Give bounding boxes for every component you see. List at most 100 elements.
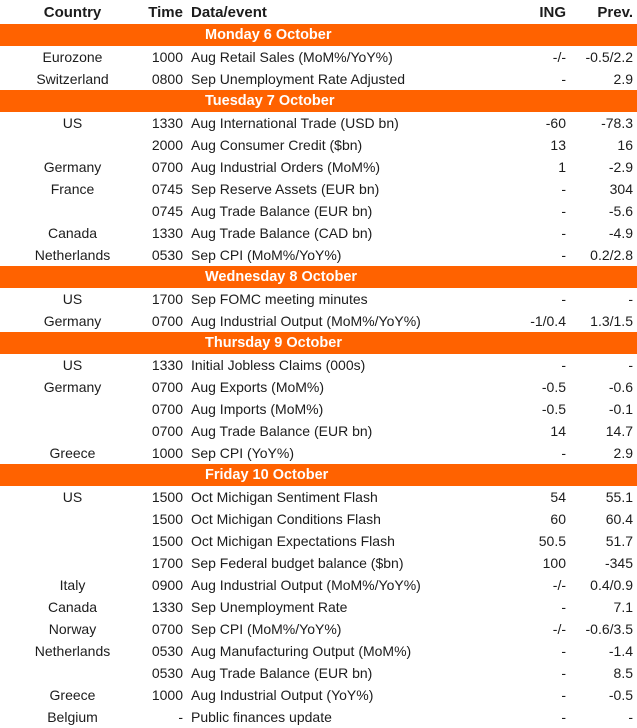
ing-forecast-cell: -0.5	[541, 379, 566, 395]
country-cell: US	[62, 291, 83, 307]
previous-value-cell: 55.1	[605, 489, 633, 505]
ing-forecast-cell: -/-	[552, 621, 566, 637]
time-cell: 0700	[151, 159, 183, 175]
time-cell: 1500	[151, 533, 183, 549]
previous-value-cell: -4.9	[608, 225, 633, 241]
ing-forecast-cell: -	[561, 181, 566, 197]
table-row: Canada 1330 Sep Unemployment Rate - 7.1	[0, 596, 637, 618]
table-row: Switzerland 0800 Sep Unemployment Rate A…	[0, 68, 637, 90]
table-row: Norway 0700 Sep CPI (MoM%/YoY%) -/- -0.6…	[0, 618, 637, 640]
ing-forecast-cell: -	[561, 687, 566, 703]
time-cell: 1000	[151, 49, 183, 65]
time-cell: 1330	[151, 115, 183, 131]
event-cell: Aug Trade Balance (CAD bn)	[191, 225, 373, 241]
time-cell: 0700	[151, 313, 183, 329]
ing-forecast-cell: 54	[550, 489, 566, 505]
table-row: Eurozone 1000 Aug Retail Sales (MoM%/YoY…	[0, 46, 637, 68]
previous-value-cell: -0.5/2.2	[585, 49, 633, 65]
country-cell: Germany	[43, 159, 102, 175]
previous-value-cell: -5.6	[608, 203, 633, 219]
column-header-time: Time	[148, 3, 183, 21]
table-row: 1500 Oct Michigan Conditions Flash 60 60…	[0, 508, 637, 530]
table-row: US 1700 Sep FOMC meeting minutes - -	[0, 288, 637, 310]
event-cell: Aug Trade Balance (EUR bn)	[191, 423, 373, 439]
table-row: US 1330 Aug International Trade (USD bn)…	[0, 112, 637, 134]
time-cell: 0900	[151, 577, 183, 593]
ing-forecast-cell: -	[561, 225, 566, 241]
event-cell: Aug Trade Balance (EUR bn)	[191, 665, 373, 681]
event-cell: Public finances update	[191, 709, 332, 725]
previous-value-cell: -78.3	[601, 115, 633, 131]
previous-value-cell: -0.1	[608, 401, 633, 417]
event-cell: Sep CPI (MoM%/YoY%)	[191, 247, 342, 263]
table-row: France 0745 Sep Reserve Assets (EUR bn) …	[0, 178, 637, 200]
event-cell: Oct Michigan Conditions Flash	[191, 511, 381, 527]
time-cell: 2000	[151, 137, 183, 153]
table-header-row: Country Time Data/event ING Prev.	[0, 0, 637, 24]
ing-forecast-cell: 1	[558, 159, 566, 175]
previous-value-cell: -1.4	[608, 643, 633, 659]
event-cell: Aug Industrial Output (MoM%/YoY%)	[191, 313, 421, 329]
time-cell: 0700	[151, 379, 183, 395]
event-cell: Sep CPI (MoM%/YoY%)	[191, 621, 342, 637]
ing-forecast-cell: -	[561, 291, 566, 307]
ing-forecast-cell: -	[561, 445, 566, 461]
event-cell: Aug Consumer Credit ($bn)	[191, 137, 363, 153]
event-cell: Aug International Trade (USD bn)	[191, 115, 399, 131]
ing-forecast-cell: 60	[550, 511, 566, 527]
time-cell: -	[178, 709, 183, 725]
previous-value-cell: 8.5	[613, 665, 633, 681]
country-cell: France	[50, 181, 95, 197]
day-section-title: Thursday 9 October	[205, 335, 342, 351]
country-cell: Canada	[47, 599, 98, 615]
event-cell: Sep Reserve Assets (EUR bn)	[191, 181, 380, 197]
table-row: 0700 Aug Imports (MoM%) -0.5 -0.1	[0, 398, 637, 420]
previous-value-cell: -345	[604, 555, 633, 571]
time-cell: 0800	[151, 71, 183, 87]
previous-value-cell: -0.6	[608, 379, 633, 395]
country-cell: Italy	[59, 577, 86, 593]
time-cell: 1700	[151, 555, 183, 571]
time-cell: 1330	[151, 225, 183, 241]
ing-forecast-cell: -	[561, 599, 566, 615]
country-cell: Greece	[49, 445, 96, 461]
day-section-title: Tuesday 7 October	[205, 93, 335, 109]
day-section-header: Thursday 9 October	[0, 332, 637, 354]
time-cell: 0700	[151, 401, 183, 417]
table-row: US 1500 Oct Michigan Sentiment Flash 54 …	[0, 486, 637, 508]
country-cell: Germany	[43, 313, 102, 329]
ing-forecast-cell: -	[561, 643, 566, 659]
table-row: 0700 Aug Trade Balance (EUR bn) 14 14.7	[0, 420, 637, 442]
table-row: 1700 Sep Federal budget balance ($bn) 10…	[0, 552, 637, 574]
event-cell: Aug Imports (MoM%)	[191, 401, 324, 417]
event-cell: Aug Retail Sales (MoM%/YoY%)	[191, 49, 393, 65]
ing-forecast-cell: 50.5	[538, 533, 566, 549]
day-section-header: Wednesday 8 October	[0, 266, 637, 288]
ing-forecast-cell: -	[561, 665, 566, 681]
country-cell: Eurozone	[42, 49, 103, 65]
day-section-title: Monday 6 October	[205, 27, 332, 43]
time-cell: 0530	[151, 643, 183, 659]
previous-value-cell: 0.2/2.8	[590, 247, 633, 263]
previous-value-cell: -	[628, 357, 633, 373]
table-row: Netherlands 0530 Aug Manufacturing Outpu…	[0, 640, 637, 662]
ing-forecast-cell: 13	[550, 137, 566, 153]
country-cell: US	[62, 115, 83, 131]
previous-value-cell: -0.5	[608, 687, 633, 703]
table-row: Canada 1330 Aug Trade Balance (CAD bn) -…	[0, 222, 637, 244]
time-cell: 0530	[151, 247, 183, 263]
previous-value-cell: -0.6/3.5	[585, 621, 633, 637]
previous-value-cell: 304	[609, 181, 633, 197]
previous-value-cell: 2.9	[613, 445, 633, 461]
ing-forecast-cell: 100	[542, 555, 566, 571]
event-cell: Sep FOMC meeting minutes	[191, 291, 368, 307]
ing-forecast-cell: -/-	[552, 577, 566, 593]
ing-forecast-cell: -1/0.4	[530, 313, 566, 329]
ing-forecast-cell: -0.5	[541, 401, 566, 417]
previous-value-cell: 1.3/1.5	[590, 313, 633, 329]
previous-value-cell: -	[628, 291, 633, 307]
event-cell: Aug Industrial Output (MoM%/YoY%)	[191, 577, 421, 593]
previous-value-cell: -	[628, 709, 633, 725]
table-row: Netherlands 0530 Sep CPI (MoM%/YoY%) - 0…	[0, 244, 637, 266]
previous-value-cell: 60.4	[605, 511, 633, 527]
